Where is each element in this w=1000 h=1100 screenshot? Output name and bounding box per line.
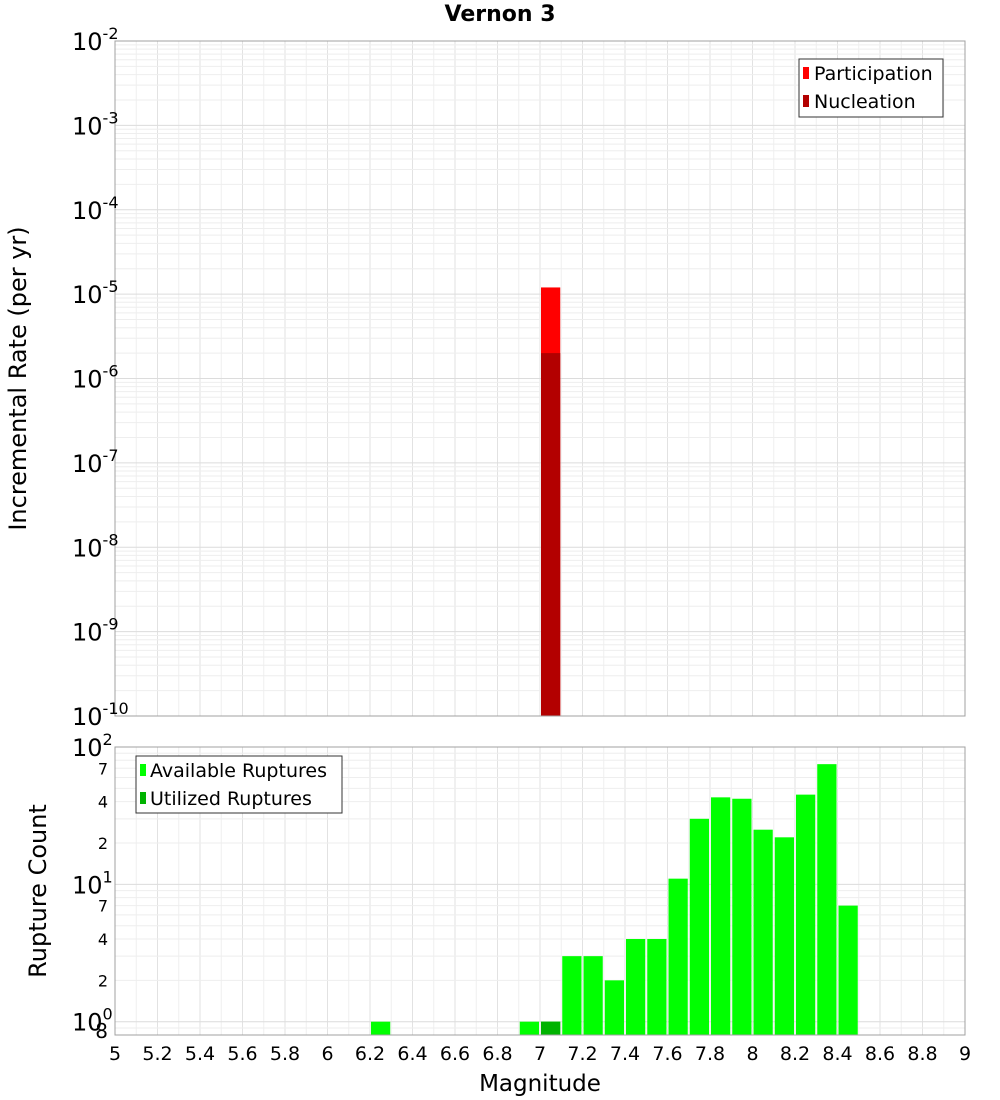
y-minor-tick-label: 7 [98,759,108,778]
x-tick-label: 6.6 [440,1043,470,1065]
y-tick-label-bottom: 100 [72,1005,113,1037]
legend-swatch [140,764,146,776]
bar-utilized-ruptures [541,1021,561,1035]
bar-available-ruptures [647,939,667,1035]
x-tick-label: 7 [534,1043,546,1065]
legend-swatch [803,95,809,107]
x-axis-title: Magnitude [479,1071,601,1097]
x-tick-label: 8.6 [865,1043,895,1065]
y-tick-label-top: 10-7 [72,446,119,478]
bar-available-ruptures [753,829,773,1035]
y-minor-tick-label: 2 [98,971,108,990]
x-tick-label: 5 [109,1043,121,1065]
legend-label: Participation [814,63,933,85]
bar-available-ruptures [817,764,837,1035]
x-tick-label: 8.8 [907,1043,937,1065]
legend-swatch [140,792,146,804]
bar-available-ruptures [732,798,752,1035]
plot-border-bottom [114,746,966,1036]
legend-box-top [798,58,944,118]
y-tick-label-top: 10-6 [72,362,119,394]
y-tick-label-bottom: 102 [72,730,113,762]
bar-available-ruptures [371,1021,391,1035]
bar-available-ruptures [668,878,688,1035]
y-tick-label-top: 10-2 [72,24,119,56]
legend-bottom [135,755,343,814]
legend-top [798,58,944,118]
y-tick-label-top: 10-3 [72,108,119,140]
x-tick-label: 5.2 [142,1043,172,1065]
y-tick-label-top: 10-9 [72,615,119,647]
legend-box-bottom [135,755,343,814]
legend-label: Available Ruptures [150,760,327,782]
x-tick-label: 6.2 [355,1043,385,1065]
y-tick-label-top: 10-4 [72,193,119,225]
legend-label: Nucleation [814,91,916,113]
bar-available-ruptures [711,797,731,1035]
x-tick-label: 7.2 [567,1043,597,1065]
y-axis-title-top: Incremental Rate (per yr) [4,226,32,530]
y-minor-tick-label: 4 [98,930,108,949]
x-tick-label: 7.8 [695,1043,725,1065]
x-tick-label: 7.6 [652,1043,682,1065]
x-tick-label: 5.8 [270,1043,300,1065]
y-tick-label-bottom: 101 [72,867,113,899]
bar-available-ruptures [774,837,794,1035]
y-minor-tick-label: 7 [98,897,108,916]
x-tick-label: 8.2 [780,1043,810,1065]
bar-available-ruptures [562,956,582,1035]
bar-available-ruptures [604,980,624,1035]
y-minor-tick-label: 4 [98,793,108,812]
bar-available-ruptures [796,794,816,1035]
grid-top [114,41,966,717]
x-tick-label: 6 [321,1043,333,1065]
legend-swatch [803,67,809,79]
y-tick-label-top: 10-8 [72,530,119,562]
y-minor-tick-label: 2 [98,834,108,853]
x-tick-label: 9 [959,1043,971,1065]
y-tick-label-top: 10-10 [72,699,129,731]
x-tick-label: 8 [746,1043,758,1065]
bar-nucleation [541,353,561,716]
legend-label: Utilized Ruptures [150,788,312,810]
bar-available-ruptures [583,956,603,1035]
x-tick-label: 5.4 [185,1043,215,1065]
x-tick-label: 6.8 [482,1043,512,1065]
y-minor-tick-label: 8 [95,1019,108,1043]
x-tick-label: 8.4 [822,1043,852,1065]
bar-available-ruptures [626,939,646,1035]
x-tick-label: 7.4 [610,1043,640,1065]
x-tick-label: 5.6 [227,1043,257,1065]
y-axis-title-bottom: Rupture Count [24,804,52,978]
bar-available-ruptures [519,1021,539,1035]
bar-available-ruptures [838,905,858,1035]
x-tick-label: 6.4 [397,1043,427,1065]
plot-border-top [114,40,966,717]
y-tick-label-top: 10-5 [72,277,119,309]
chart-title: Vernon 3 [444,2,556,27]
bar-available-ruptures [689,818,709,1035]
